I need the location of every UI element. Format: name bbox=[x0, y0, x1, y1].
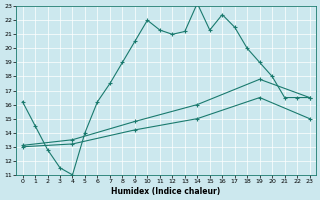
X-axis label: Humidex (Indice chaleur): Humidex (Indice chaleur) bbox=[111, 187, 221, 196]
